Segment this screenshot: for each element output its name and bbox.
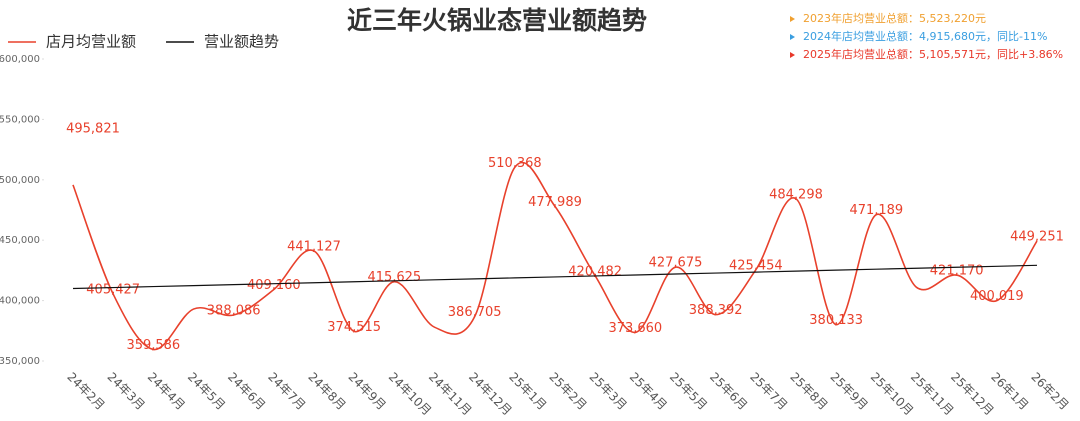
- x-tick-label: 24年5月: [185, 370, 228, 413]
- y-tick-label: 550,000: [0, 114, 40, 125]
- x-tick-label: 25年10月: [868, 370, 916, 418]
- legend-label: 店月均营业额: [46, 33, 136, 51]
- data-label: 359,586: [126, 338, 180, 353]
- data-label: 415,625: [367, 270, 421, 285]
- x-tick-label: 24年3月: [105, 370, 148, 413]
- annotations: 2023年店均营业总额：5,523,220元 2024年店均营业总额：4,915,…: [790, 11, 1063, 61]
- data-label: 409,160: [247, 278, 301, 293]
- x-tick-label: 24年2月: [64, 370, 107, 413]
- x-tick-label: 24年8月: [305, 370, 348, 413]
- data-label: 420,482: [568, 264, 622, 279]
- y-tick-label: 600,000: [0, 54, 40, 65]
- bullet: [790, 16, 795, 22]
- data-label: 373,660: [608, 321, 662, 336]
- data-label: 484,298: [769, 187, 823, 202]
- x-tick-label: 24年7月: [265, 370, 308, 413]
- x-tick-label: 25年4月: [627, 370, 670, 413]
- data-label: 386,705: [448, 305, 502, 320]
- data-label: 388,086: [207, 303, 261, 318]
- data-label: 449,251: [1010, 230, 1064, 245]
- data-label: 388,392: [689, 303, 743, 318]
- x-tick-label: 24年11月: [426, 370, 474, 418]
- data-label: 471,189: [849, 203, 903, 218]
- x-tick-label: 26年2月: [1028, 370, 1071, 413]
- x-tick-label: 24年12月: [466, 370, 514, 418]
- chart-title: 近三年火锅业态营业额趋势: [347, 6, 647, 35]
- data-label: 380,133: [809, 313, 863, 328]
- y-tick-label: 450,000: [0, 235, 40, 246]
- data-label: 425,454: [729, 258, 783, 273]
- x-tick-label: 25年9月: [828, 370, 871, 413]
- annotation: 2024年店均营业总额：4,915,680元，同比-11%: [803, 29, 1047, 43]
- x-tick-label: 25年5月: [667, 370, 710, 413]
- annotation: 2025年店均营业总额：5,105,571元，同比+3.86%: [803, 47, 1063, 61]
- data-label: 421,170: [930, 264, 984, 279]
- x-tick-label: 24年10月: [386, 370, 434, 418]
- data-label: 400,019: [970, 289, 1024, 304]
- x-tick-label: 25年7月: [747, 370, 790, 413]
- bullet: [790, 52, 795, 58]
- y-tick-label: 500,000: [0, 175, 40, 186]
- x-tick-label: 25年11月: [908, 370, 956, 418]
- data-label: 374,515: [327, 320, 381, 335]
- data-label: 510,368: [488, 156, 542, 171]
- bullet: [790, 34, 795, 40]
- data-label: 405,427: [86, 283, 140, 298]
- x-tick-label: 25年3月: [587, 370, 630, 413]
- y-tick-label: 400,000: [0, 296, 40, 307]
- data-label: 427,675: [649, 256, 703, 271]
- data-label: 441,127: [287, 239, 341, 254]
- x-tick-label: 25年6月: [707, 370, 750, 413]
- series-line: [72, 264, 1038, 290]
- x-tick-label: 24年6月: [225, 370, 268, 413]
- annotation: 2023年店均营业总额：5,523,220元: [803, 11, 986, 25]
- data-label: 495,821: [66, 121, 120, 136]
- data-label: 477,989: [528, 195, 582, 210]
- x-tick-label: 25年8月: [787, 370, 830, 413]
- x-tick-label: 25年12月: [948, 370, 996, 418]
- x-tick-label: 25年2月: [546, 370, 589, 413]
- x-tick-label: 24年4月: [145, 370, 188, 413]
- legend: 店月均营业额 营业额趋势: [8, 33, 279, 51]
- series-line: [72, 161, 1038, 351]
- legend-label: 营业额趋势: [204, 33, 279, 51]
- y-tick-label: 350,000: [0, 356, 40, 367]
- x-tick-label: 24年9月: [346, 370, 389, 413]
